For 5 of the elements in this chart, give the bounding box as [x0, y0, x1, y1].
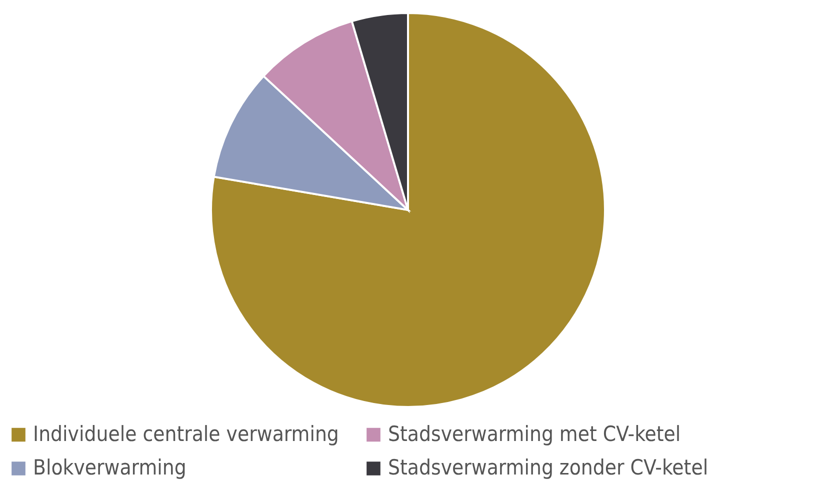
legend-label: Stadsverwarming met CV-ketel [388, 422, 681, 446]
legend-label: Individuele centrale verwarming [33, 422, 339, 446]
legend-label: Blokverwarming [33, 456, 186, 480]
pie-slice [210, 12, 606, 408]
legend-label: Stadsverwarming zonder CV-ketel [388, 456, 708, 480]
